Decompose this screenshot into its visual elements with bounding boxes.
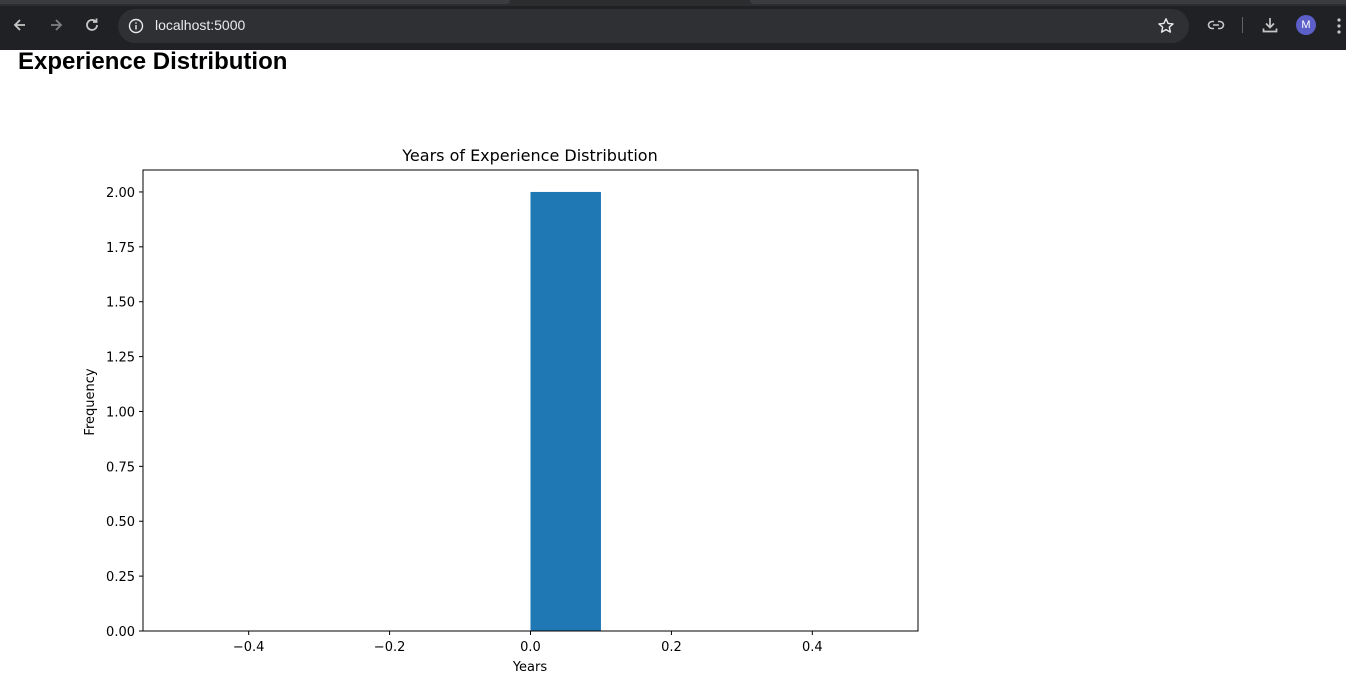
toolbar-separator	[1242, 17, 1243, 33]
y-tick-label: 0.50	[106, 515, 135, 530]
more-vert-icon[interactable]	[1336, 17, 1342, 35]
back-arrow-icon	[13, 19, 25, 31]
tab-strip	[0, 0, 1346, 6]
star-icon[interactable]	[1157, 17, 1175, 35]
x-tick-label: −0.4	[233, 640, 265, 655]
download-icon[interactable]	[1260, 15, 1280, 35]
y-axis-label: Frequency	[83, 368, 98, 435]
plot-area-frame	[142, 169, 919, 632]
forward-arrow-icon	[51, 19, 63, 31]
avatar[interactable]: M	[1296, 15, 1316, 35]
reload-button[interactable]	[80, 13, 104, 37]
x-tick-label: 0.2	[661, 640, 682, 655]
back-button[interactable]	[8, 13, 32, 37]
y-tick-label: 1.75	[106, 241, 135, 256]
y-tick-label: 0.75	[106, 460, 135, 475]
url-text[interactable]: localhost:5000	[155, 17, 246, 33]
ticks-layer: −0.4 −0.2 0.0 0.2 0.4 0.00 0.25 0.50 0.75 1.00 1.2…	[106, 186, 823, 655]
tab-strip-left	[0, 0, 510, 4]
y-tick-label: 1.25	[106, 351, 135, 366]
y-tick-label: 0.00	[106, 625, 135, 640]
page-title: Experience Distribution	[18, 48, 288, 75]
y-tick-label: 2.00	[106, 186, 135, 201]
info-icon[interactable]	[128, 18, 144, 34]
address-bar[interactable]: localhost:5000	[118, 9, 1189, 43]
reload-icon	[86, 18, 98, 31]
forward-button[interactable]	[44, 13, 68, 37]
y-tick-label: 1.50	[106, 296, 135, 311]
histogram-bar-0	[530, 191, 601, 631]
x-tick-label: 0.4	[802, 640, 823, 655]
x-axis-label: Years	[512, 660, 548, 675]
tab-strip-right	[750, 0, 1346, 4]
x-tick-label: −0.2	[374, 640, 406, 655]
link-icon[interactable]	[1206, 15, 1226, 35]
browser-toolbar: localhost:5000 M	[0, 0, 1346, 50]
x-tick-label: 0.0	[520, 640, 541, 655]
bars-layer	[530, 191, 601, 631]
y-tick-label: 1.00	[106, 405, 135, 420]
y-tick-label: 0.25	[106, 570, 135, 585]
chart-title: Years of Experience Distribution	[401, 146, 657, 165]
